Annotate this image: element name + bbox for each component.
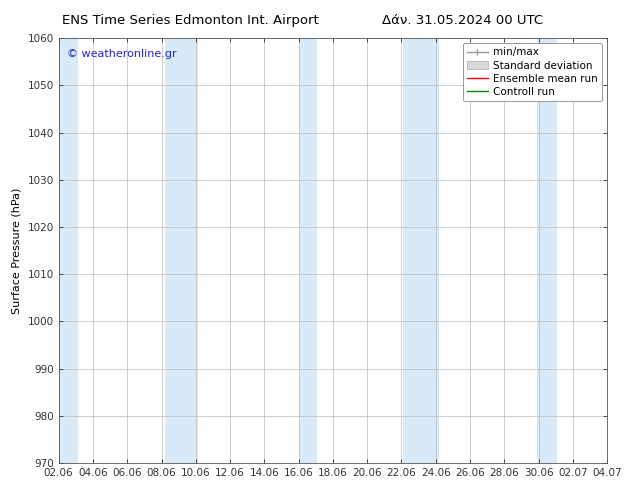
Bar [165,38,198,463]
Text: ENS Time Series Edmonton Int. Airport: ENS Time Series Edmonton Int. Airport [62,14,318,27]
Y-axis label: Surface Pressure (hPa): Surface Pressure (hPa) [12,187,22,314]
Legend: min/max, Standard deviation, Ensemble mean run, Controll run: min/max, Standard deviation, Ensemble me… [463,43,602,101]
Text: © weatheronline.gr: © weatheronline.gr [67,49,176,59]
Text: Δάν. 31.05.2024 00 UTC: Δάν. 31.05.2024 00 UTC [382,14,543,27]
Bar [537,38,557,463]
Bar [57,38,77,463]
Bar [403,38,439,463]
Bar [299,38,318,463]
